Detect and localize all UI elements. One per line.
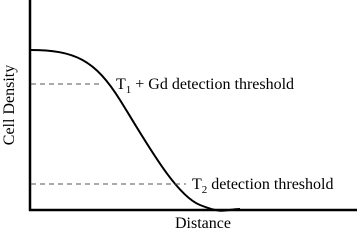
page: {"axes": {"y_label": "Cell Density", "x_… bbox=[0, 0, 357, 233]
subscript: 2 bbox=[202, 184, 208, 196]
label-text: + Gd detection threshold bbox=[135, 76, 294, 93]
symbol: T bbox=[116, 76, 126, 93]
threshold-label: T2 detection threshold bbox=[192, 176, 333, 196]
density-curve bbox=[29, 49, 241, 212]
x-axis-label: Distance bbox=[175, 215, 231, 232]
label-text: detection threshold bbox=[211, 176, 333, 193]
threshold-label: T1 + Gd detection threshold bbox=[116, 76, 294, 96]
diagram: T1 + Gd detection threshold T2 detection t… bbox=[1, 0, 357, 232]
subscript: 1 bbox=[126, 84, 132, 96]
y-axis-label: Cell Density bbox=[1, 65, 18, 145]
symbol: T bbox=[192, 176, 202, 193]
